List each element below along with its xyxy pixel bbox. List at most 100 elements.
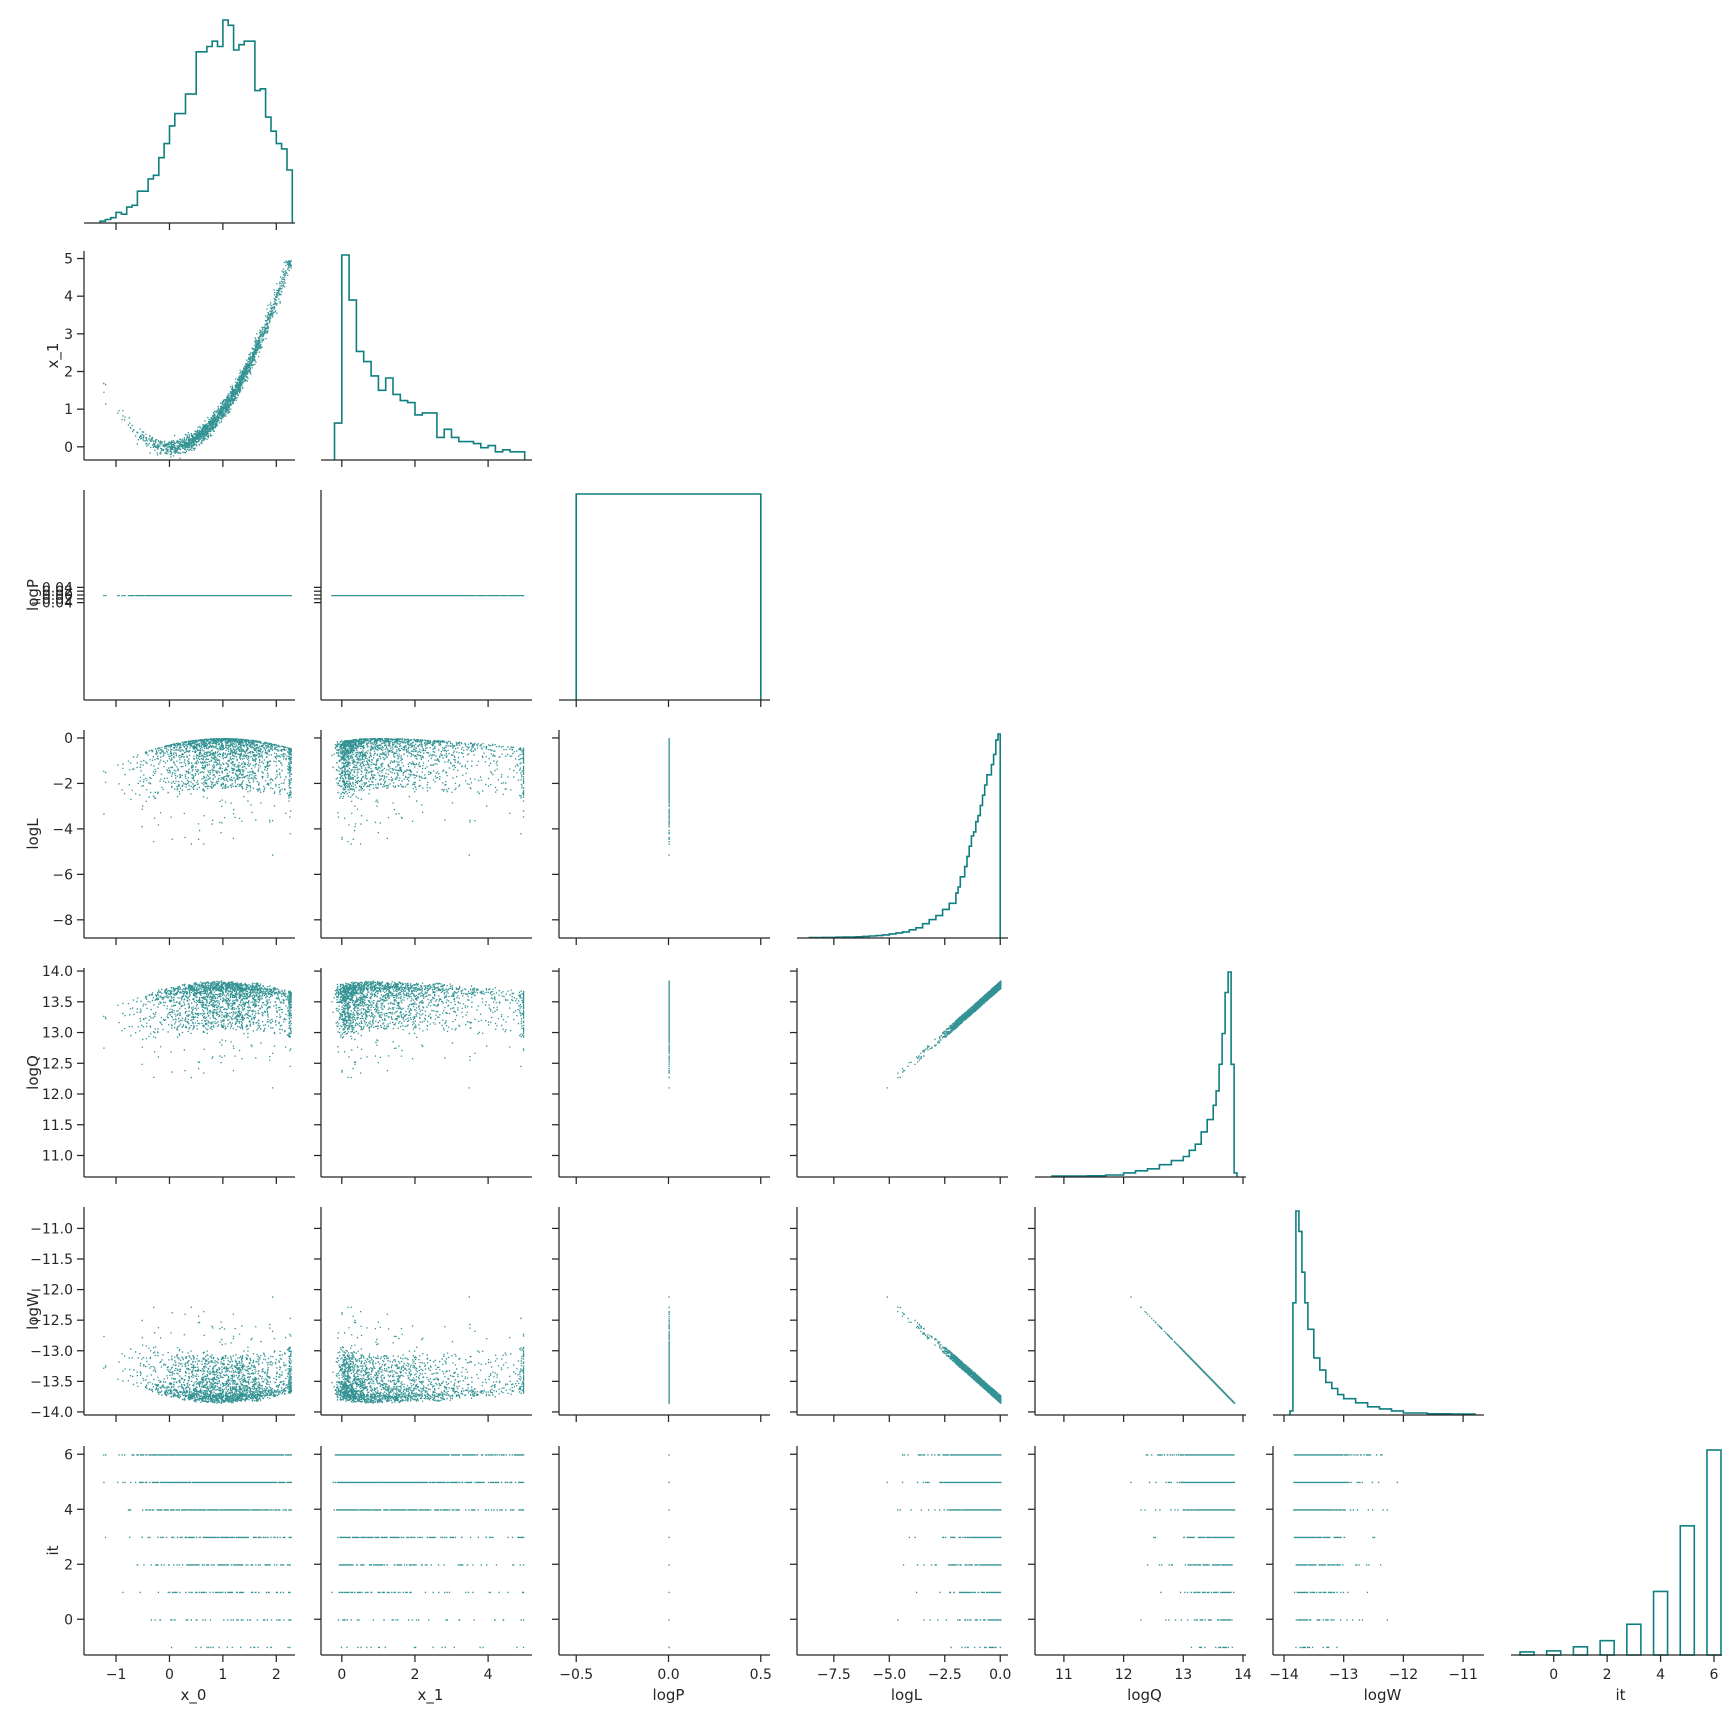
- x-tick-label-it: 4: [1656, 1667, 1665, 1683]
- y-tick-label-logQ: 14.0: [42, 964, 73, 980]
- scatter-it-vs-x_0: [77, 1446, 295, 1662]
- y-tick-label-logP: −0.02: [30, 592, 73, 608]
- histogram-bar: [1679, 1525, 1696, 1656]
- scatter-points: [668, 1296, 670, 1404]
- histogram-logQ: [1035, 971, 1246, 1184]
- x-axis-label-logL: logL: [891, 1686, 923, 1704]
- x-tick-label-logL: 0.0: [989, 1667, 1011, 1683]
- y-tick-label-logW: −13.0: [30, 1344, 73, 1360]
- scatter-logL-vs-x_0: [77, 730, 295, 945]
- scatter-logW-vs-logQ: [1028, 1207, 1246, 1422]
- scatter-logL-vs-logP: [552, 730, 770, 945]
- y-tick-label-logP: 0.04: [42, 580, 73, 596]
- histogram-step: [99, 19, 294, 223]
- y-tick-label-logL: −2: [52, 776, 73, 792]
- x-tick-label-logP: −0.5: [559, 1667, 593, 1683]
- y-tick-label-x_1: 1: [64, 402, 73, 418]
- y-axis-label-logL: logL: [24, 818, 42, 850]
- y-axis-label-x_1: x_1: [44, 343, 63, 369]
- y-tick-label-logW: −11.0: [30, 1221, 73, 1237]
- y-tick-label-logW: −13.5: [30, 1374, 73, 1390]
- x-tick-label-logQ: 14: [1234, 1667, 1252, 1683]
- y-axis-label-logQ: logQ: [24, 1055, 42, 1090]
- x-tick-label-x_1: 0: [337, 1667, 346, 1683]
- scatter-points: [103, 980, 292, 1089]
- histogram-bar: [1599, 1639, 1615, 1656]
- histogram-step: [1289, 1210, 1476, 1415]
- scatter-logW-vs-x_1: [314, 1207, 532, 1422]
- scatter-it-vs-x_1: [314, 1446, 532, 1662]
- histogram-it: [1511, 1449, 1722, 1662]
- x-tick-label-x_0: 0: [165, 1667, 174, 1683]
- y-tick-label-logQ: 12.5: [42, 1056, 73, 1072]
- y-tick-label-logW: −12.5: [30, 1313, 73, 1329]
- scatter-it-vs-logP: [552, 1446, 770, 1662]
- y-tick-label-logW: −11.5: [30, 1252, 73, 1268]
- histogram-x_0: [84, 19, 295, 230]
- scatter-it-vs-logL: [790, 1446, 1008, 1662]
- scatter-logQ-vs-logP: [552, 968, 770, 1184]
- y-tick-label-logW: −14.0: [30, 1405, 73, 1421]
- x-tick-label-logW: −12: [1389, 1667, 1419, 1683]
- x-tick-label-logQ: 13: [1174, 1667, 1192, 1683]
- y-tick-label-logQ: 12.0: [42, 1087, 73, 1103]
- y-tick-label-logL: −6: [52, 867, 73, 883]
- x-tick-label-x_0: 1: [218, 1667, 227, 1683]
- histogram-x_1: [321, 254, 532, 467]
- x-tick-label-logL: −2.5: [928, 1667, 962, 1683]
- y-tick-label-logP: −0.04: [30, 596, 73, 612]
- y-tick-label-logQ: 13.5: [42, 995, 73, 1011]
- scatter-points: [103, 595, 292, 597]
- scatter-points: [1293, 1454, 1398, 1649]
- x-tick-label-x_1: 4: [484, 1667, 493, 1683]
- histogram-step: [808, 733, 1001, 939]
- scatter-points: [668, 1454, 670, 1649]
- histogram-logL: [797, 733, 1008, 945]
- scatter-points: [668, 738, 670, 856]
- scatter-points: [886, 1454, 1002, 1649]
- scatter-logL-vs-x_1: [314, 730, 532, 945]
- scatter-logW-vs-logP: [552, 1207, 770, 1422]
- scatter-logW-vs-x_0: [77, 1207, 295, 1422]
- y-tick-label-x_1: 4: [64, 289, 73, 305]
- scatter-logW-vs-logL: [790, 1207, 1008, 1422]
- y-tick-label-it: 4: [64, 1502, 73, 1518]
- scatter-points: [103, 1454, 292, 1649]
- histogram-logW: [1273, 1210, 1484, 1422]
- x-axis-label-it: it: [1615, 1686, 1625, 1704]
- x-tick-label-x_1: 2: [410, 1667, 419, 1683]
- histogram-step: [333, 254, 526, 460]
- y-tick-label-x_1: 5: [64, 252, 73, 268]
- y-axis-label-logW: logW: [24, 1292, 42, 1330]
- histogram-bar: [1572, 1646, 1589, 1656]
- x-tick-label-logL: −7.5: [817, 1667, 851, 1683]
- histogram-bar: [1652, 1590, 1669, 1656]
- y-tick-label-x_1: 3: [64, 327, 73, 343]
- scatter-points: [668, 980, 670, 1089]
- y-tick-label-logQ: 11.0: [42, 1148, 73, 1164]
- x-tick-label-logQ: 11: [1055, 1667, 1073, 1683]
- y-tick-label-it: 0: [64, 1612, 73, 1628]
- scatter-logQ-vs-x_1: [314, 968, 532, 1184]
- scatter-points: [886, 1296, 1002, 1404]
- y-tick-label-logQ: 11.5: [42, 1118, 73, 1134]
- scatter-logQ-vs-x_0: [77, 968, 295, 1184]
- y-tick-label-x_1: 2: [64, 365, 73, 381]
- x-tick-label-x_0: 2: [272, 1667, 281, 1683]
- y-tick-label-logL: −4: [52, 822, 73, 838]
- scatter-points: [331, 1454, 525, 1649]
- scatter-logP-vs-x_0: [77, 490, 295, 707]
- x-axis-label-logW: logW: [1364, 1686, 1402, 1704]
- x-tick-label-it: 6: [1710, 1667, 1719, 1683]
- x-axis-label-x_1: x_1: [418, 1686, 444, 1705]
- x-tick-label-it: 2: [1603, 1667, 1612, 1683]
- x-axis-label-logQ: logQ: [1127, 1686, 1162, 1704]
- histogram-step: [1051, 971, 1238, 1177]
- y-tick-label-logP: 0.02: [42, 584, 73, 600]
- scatter-points: [331, 595, 525, 597]
- scatter-points: [331, 1296, 525, 1404]
- scatter-x_1-vs-x_0: [77, 251, 295, 467]
- x-tick-label-x_0: −1: [106, 1667, 127, 1683]
- y-tick-label-logW: −12.0: [30, 1283, 73, 1299]
